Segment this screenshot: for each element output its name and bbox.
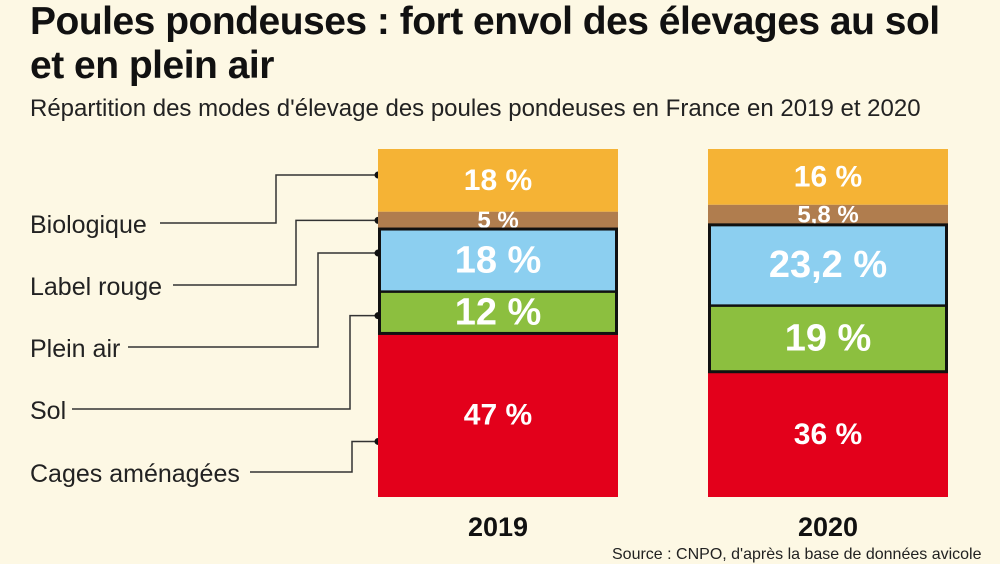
bar-segment [708, 371, 948, 497]
leader-line [160, 174, 378, 224]
chart-source: Source : CNPO, d'après la base de donnée… [612, 546, 982, 563]
bar-segment [708, 204, 948, 225]
chart-subtitle: Répartition des modes d'élevage des poul… [30, 95, 921, 122]
leader-line [72, 314, 378, 410]
bar-segment [708, 224, 948, 306]
legend-label: Label rouge [30, 273, 162, 301]
leader-line [128, 252, 378, 348]
chart-title: Poules pondeuses : fort envol des élevag… [30, 0, 940, 87]
legend-label: Plein air [30, 335, 120, 363]
legend-label: Biologique [30, 211, 147, 239]
data-label: 16 % [794, 160, 862, 193]
legend-label: Cages aménagées [30, 460, 240, 488]
bar-segment [708, 305, 948, 372]
leader-line [173, 219, 378, 286]
data-label: 19 % [785, 318, 872, 360]
data-label: 23,2 % [769, 244, 887, 286]
data-label: 18 % [455, 239, 542, 281]
bar-segment [378, 211, 618, 230]
bar-segment [378, 291, 618, 334]
bar-segment [378, 149, 618, 212]
highlight-box [708, 223, 948, 374]
data-label: 47 % [464, 399, 532, 432]
bar-segment [378, 333, 618, 497]
data-label: 36 % [794, 418, 862, 451]
data-label: 12 % [455, 292, 542, 334]
data-label: 18 % [464, 164, 532, 197]
leader-line [250, 440, 378, 473]
bar-segment [378, 229, 618, 292]
bar-segment [708, 149, 948, 205]
highlight-box [378, 227, 618, 335]
legend-label: Sol [30, 397, 66, 425]
category-label: 2019 [468, 512, 528, 542]
legend: Biologique Label rouge Plein air Sol Cages a… [30, 171, 382, 488]
category-label: 2020 [798, 512, 858, 542]
